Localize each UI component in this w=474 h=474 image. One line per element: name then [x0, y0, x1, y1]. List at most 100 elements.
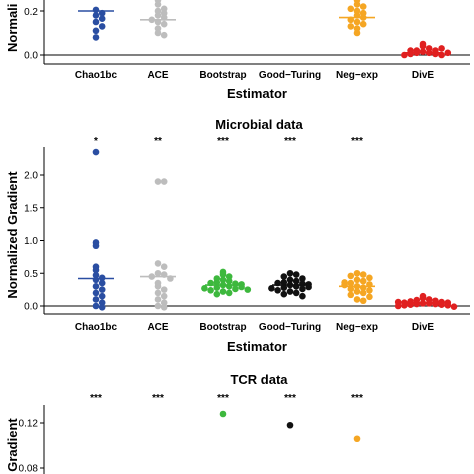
- panel-microbial-point-good-turing: [286, 288, 294, 295]
- panel-microbial-ytick-label: 0.0: [24, 302, 38, 313]
- panel-microbial-point-chao1bc: [92, 296, 100, 303]
- panel-microbial-point-neg-exp: [359, 297, 367, 305]
- panel-top-point-dive: [419, 42, 427, 50]
- panel-microbial-point-ace: [154, 178, 162, 185]
- panel-top-xaxis-title: Estimator: [227, 86, 287, 101]
- panel-microbial-sig-bootstrap: ***: [217, 136, 229, 147]
- panel-tcr: TCR data *** *** *** *** *** Gradient 0.…: [5, 372, 363, 474]
- panel-microbial-point-neg-exp: [353, 288, 361, 295]
- panel-microbial-ytick-label: 2.0: [24, 171, 38, 182]
- panel-top-point-chao1bc: [98, 23, 106, 30]
- panel-microbial-point-neg-exp: [359, 271, 367, 278]
- panel-microbial-point-neg-exp: [359, 289, 367, 297]
- panel-microbial-point-neg-exp: [347, 291, 355, 299]
- panel-top-xlabel-ace: ACE: [147, 70, 168, 81]
- panel-microbial-point-ace: [160, 304, 168, 311]
- panel-microbial-point-ace: [154, 260, 162, 267]
- panel-microbial-point-bootstrap: [219, 271, 227, 278]
- panel-top-point-chao1bc: [92, 27, 100, 35]
- panel-tcr-point-good-turing: [286, 421, 294, 429]
- panel-microbial-point-chao1bc: [98, 286, 106, 293]
- panel-top-point-ace: [154, 29, 162, 37]
- panel-microbial-point-dive: [450, 303, 458, 310]
- panel-microbial-point-neg-exp: [366, 274, 373, 282]
- panel-top-xlabel-chao1bc: Chao1bc: [75, 70, 118, 81]
- panel-top-point-dive: [419, 48, 427, 55]
- panel-microbial-point-neg-exp: [366, 286, 373, 294]
- panel-top-point-ace: [154, 1, 162, 8]
- panel-microbial-point-chao1bc: [92, 283, 100, 290]
- panel-tcr-sig-good-turing: ***: [284, 393, 296, 404]
- panel-microbial-point-ace: [154, 302, 162, 310]
- panel-microbial-point-neg-exp: [347, 272, 355, 280]
- panel-microbial-point-chao1bc: [92, 148, 100, 156]
- panel-microbial: Microbial data * ** *** *** *** Normaliz…: [5, 117, 470, 354]
- panel-microbial-point-bootstrap: [207, 286, 214, 294]
- panel-microbial-xlabel-neg-exp: Neg−exp: [336, 322, 378, 333]
- panel-microbial-point-bootstrap: [213, 284, 221, 291]
- panel-tcr-point-neg-exp: [353, 435, 361, 443]
- panel-microbial-point-ace: [154, 283, 162, 290]
- panel-top-point-neg-exp: [359, 20, 367, 28]
- panel-microbial-point-ace: [160, 178, 168, 185]
- panel-microbial-point-good-turing: [280, 279, 288, 286]
- panel-top-ytick-0: 0.0: [24, 51, 38, 62]
- panel-microbial-sig-ace: **: [154, 136, 162, 147]
- panel-tcr-title: TCR data: [230, 372, 288, 387]
- panel-top-xlabel-neg-exp: Neg−exp: [336, 70, 378, 81]
- panel-microbial-point-good-turing: [292, 277, 300, 285]
- panel-microbial-point-neg-exp: [347, 279, 355, 287]
- panel-microbial-point-neg-exp: [353, 276, 361, 284]
- panel-microbial-point-chao1bc: [92, 289, 100, 297]
- panel-microbial-point-chao1bc: [92, 266, 100, 274]
- panel-top-point-chao1bc: [92, 18, 100, 26]
- panel-top-point-ace: [160, 31, 168, 39]
- panel-microbial-point-ace: [154, 269, 162, 277]
- panel-microbial-xlabel-ace: ACE: [147, 322, 168, 333]
- panel-microbial-point-good-turing: [280, 284, 288, 291]
- panel-top-point-dive: [438, 45, 445, 52]
- panel-microbial-point-good-turing: [280, 273, 288, 280]
- panel-top-ylabel: Normali: [5, 4, 20, 52]
- panel-microbial-xlabel-chao1bc: Chao1bc: [75, 322, 118, 333]
- panel-microbial-point-neg-exp: [366, 293, 373, 301]
- panel-tcr-sig-neg-exp: ***: [351, 393, 363, 404]
- panel-top-xlabel-dive: DivE: [412, 70, 435, 81]
- panel-microbial-point-neg-exp: [353, 269, 361, 277]
- panel-microbial-point-bootstrap: [219, 276, 227, 284]
- panel-top-point-chao1bc: [92, 12, 100, 19]
- panel-top: Normali 0.0 0.2 Chao1bc ACE Bootstrap Go…: [5, 0, 470, 101]
- panel-top-point-dive: [432, 50, 439, 58]
- panel-microbial-ytick-label: 0.5: [24, 269, 38, 280]
- panel-top-point-dive: [444, 49, 452, 57]
- panel-tcr-ylabel: Gradient: [5, 418, 20, 472]
- panel-microbial-point-good-turing: [292, 283, 300, 290]
- panel-top-point-ace: [160, 20, 168, 28]
- panel-microbial-point-neg-exp: [347, 285, 355, 293]
- panel-microbial-point-dive: [394, 298, 402, 306]
- panel-microbial-point-bootstrap: [225, 283, 233, 290]
- panel-microbial-xlabel-good-turing: Good−Turing: [259, 322, 321, 333]
- panel-top-ytick-1: 0.2: [24, 7, 38, 18]
- panel-microbial-sig-neg-exp: ***: [351, 136, 363, 147]
- panel-microbial-title: Microbial data: [215, 117, 303, 132]
- panel-microbial-point-good-turing: [286, 269, 294, 277]
- panel-tcr-sig-bootstrap: ***: [217, 393, 229, 404]
- panel-top-point-ace: [154, 12, 162, 19]
- panel-microbial-point-bootstrap: [213, 290, 221, 298]
- panel-microbial-ytick-label: 1.0: [24, 236, 38, 247]
- panel-microbial-point-bootstrap: [225, 277, 233, 285]
- panel-top-point-neg-exp: [353, 29, 361, 37]
- panel-microbial-ylabel: Normalized Gradient: [5, 171, 20, 299]
- panel-microbial-point-bootstrap: [232, 285, 239, 293]
- panel-microbial-point-good-turing: [286, 276, 294, 284]
- panel-tcr-ytick-1: 0.12: [19, 419, 39, 430]
- panel-top-point-chao1bc: [98, 15, 106, 22]
- panel-microbial-point-chao1bc: [98, 292, 106, 300]
- panel-microbial-sig-chao1bc: *: [94, 136, 98, 147]
- panel-microbial-point-chao1bc: [92, 271, 100, 279]
- panel-microbial-point-dive: [401, 302, 408, 309]
- panel-top-point-neg-exp: [347, 23, 355, 30]
- panel-microbial-point-neg-exp: [359, 277, 367, 285]
- panel-microbial-point-bootstrap: [244, 286, 252, 293]
